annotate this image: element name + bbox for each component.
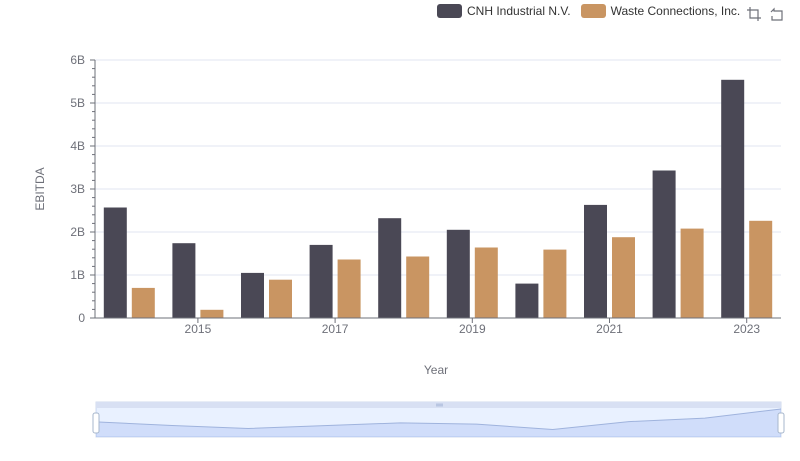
bar-cnh-2017[interactable] (309, 244, 333, 318)
legend-item-cnh[interactable]: CNH Industrial N.V. (437, 4, 571, 18)
toolbox (746, 6, 784, 22)
bar-waste-connections-2022[interactable] (680, 228, 704, 318)
bar-waste-connections-2021[interactable] (612, 237, 635, 318)
y-tick-label: 6B (70, 53, 85, 67)
bar-waste-connections-2023[interactable] (749, 220, 773, 318)
y-tick-label: 3B (70, 182, 85, 196)
zoom-handle-right[interactable] (777, 412, 785, 434)
bar-cnh-2022[interactable] (652, 170, 676, 319)
y-axis-title: EBITDA (33, 167, 47, 210)
legend-label-cnh: CNH Industrial N.V. (467, 4, 571, 18)
bar-series (103, 79, 773, 319)
legend-item-waste-connections[interactable]: Waste Connections, Inc. (580, 4, 741, 18)
x-tick-label: 2015 (185, 322, 212, 336)
bar-cnh-2021[interactable] (584, 204, 607, 318)
legend: CNH Industrial N.V. Waste Connections, I… (437, 4, 750, 18)
y-tick-label: 0 (78, 311, 85, 325)
bar-waste-connections-2015[interactable] (200, 309, 224, 318)
bar-waste-connections-2014[interactable] (131, 287, 155, 318)
bar-cnh-2015[interactable] (172, 243, 196, 318)
bar-cnh-2018[interactable] (378, 218, 402, 318)
y-tick-label: 5B (70, 96, 85, 110)
x-tick-label: 2017 (322, 322, 349, 336)
x-tick-label: 2021 (596, 322, 623, 336)
bar-cnh-2019[interactable] (446, 229, 470, 318)
bar-cnh-2016[interactable] (241, 272, 264, 318)
x-tick-label: 2023 (733, 322, 760, 336)
bar-waste-connections-2017[interactable] (337, 259, 361, 319)
bar-cnh-2020[interactable] (515, 283, 539, 318)
bar-cnh-2014[interactable] (103, 207, 127, 319)
bar-waste-connections-2018[interactable] (406, 256, 430, 319)
bar-waste-connections-2016[interactable] (269, 279, 292, 318)
y-axis: 0 1B 2B 3B 4B 5B 6B (70, 53, 96, 325)
legend-label-waste-connections: Waste Connections, Inc. (610, 4, 741, 18)
legend-swatch-waste-connections (580, 4, 606, 18)
x-axis: 2015 2017 2019 2021 2023 (95, 317, 781, 336)
x-tick-label: 2019 (459, 322, 486, 336)
zoom-selected-area[interactable] (96, 408, 781, 437)
zoom-preview-area (96, 409, 781, 437)
zoom-handle-left[interactable] (92, 412, 100, 434)
bar-cnh-2023[interactable] (721, 79, 745, 318)
y-tick-label: 2B (70, 225, 85, 239)
zoom-preview-line (95, 408, 782, 431)
data-zoom-slider[interactable] (92, 401, 785, 438)
restore-icon[interactable] (768, 6, 784, 22)
zoom-grip[interactable] (436, 403, 443, 407)
y-tick-label: 1B (70, 268, 85, 282)
bar-waste-connections-2019[interactable] (474, 247, 498, 319)
x-axis-title: Year (424, 363, 448, 377)
y-tick-label: 4B (70, 139, 85, 153)
bar-waste-connections-2020[interactable] (543, 249, 567, 318)
zoom-icon[interactable] (746, 6, 762, 22)
legend-swatch-cnh (437, 4, 462, 18)
grid-lines (95, 59, 781, 276)
